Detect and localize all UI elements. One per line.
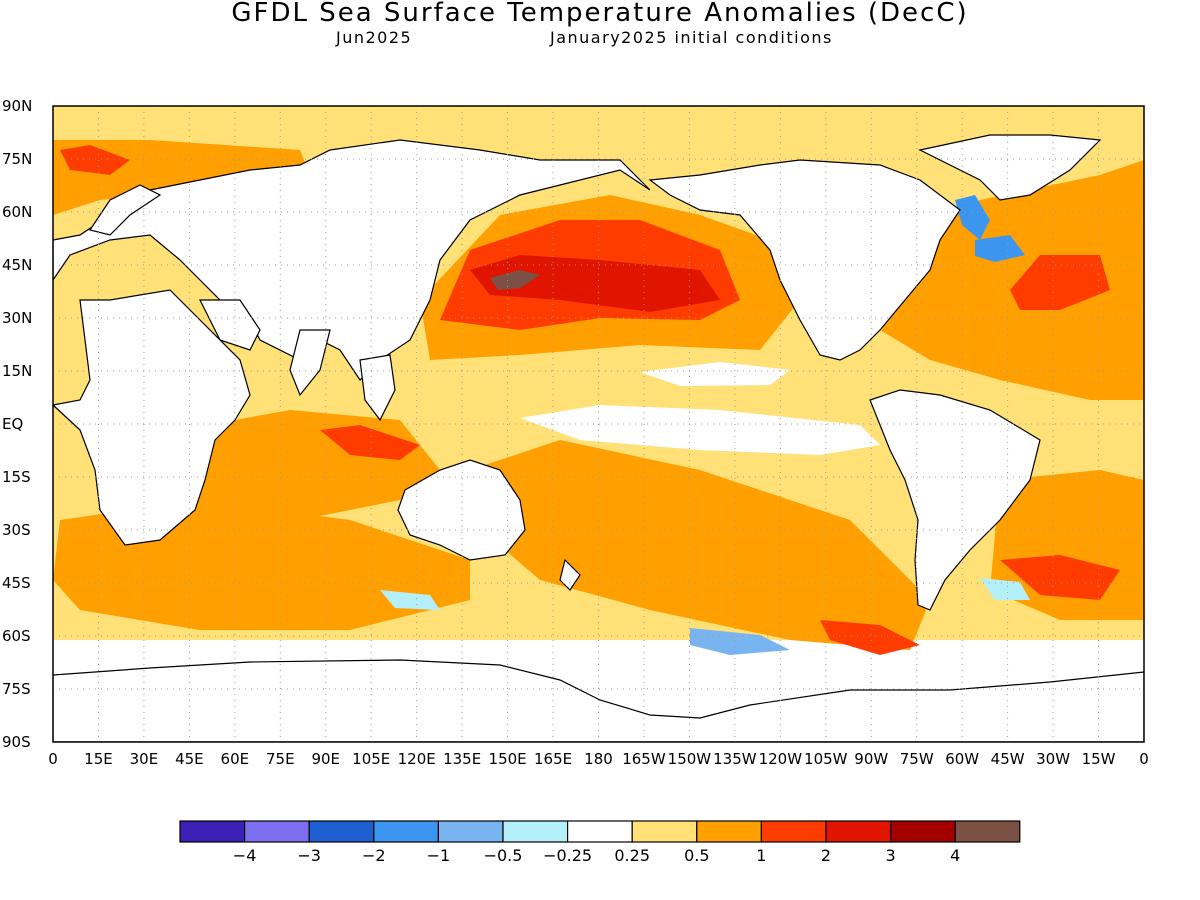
longitude-tick-label: 15E [84,750,113,768]
colorbar-tick-label: −4 [232,846,257,865]
longitude-tick-label: 105E [352,750,391,768]
southeast-asia-land [359,354,396,422]
latitude-tick-label: 45N [2,256,33,274]
colorbar-tick-label: −1 [426,846,451,865]
longitude-tick-label: 90E [311,750,341,768]
longitude-tick-label: 105W [804,750,848,768]
longitude-tick-label: 165E [533,750,573,768]
southern-indian-cool-patch [380,590,440,610]
colorbar-swatch [437,820,504,843]
longitude-tick-label: 120E [397,750,436,768]
colorbar-tick-label: 0.5 [684,846,710,865]
latitude-tick-label: EQ [2,415,24,433]
longitude-tick-label: 60E [220,750,250,768]
colorbar-swatch [308,820,375,843]
longitude-tick-label: 30E [129,750,159,768]
latitude-tick-label: 75N [2,150,33,168]
colorbar-tick-label: 3 [885,846,896,865]
colorbar [179,820,1021,843]
latitude-tick-label: 75S [2,680,31,698]
colorbar-swatch [566,820,633,843]
scandinavia-land [89,184,162,236]
north-america-land [648,159,961,361]
longitude-tick-label: 45E [175,750,204,768]
map-title: GFDL Sea Surface Temperature Anomalies (… [231,0,969,28]
colorbar-tick-label: 2 [820,846,832,865]
colorbar-tick-label: −0.5 [483,846,523,865]
longitude-tick-label: 60W [945,750,980,768]
south-atlantic-cool-patch [980,578,1030,600]
south-pacific-warm-band [470,440,930,650]
colorbar-swatch [244,820,310,843]
forecast-month: Jun2025 [336,28,413,47]
australia-land [397,459,526,561]
south-america-land [869,389,1041,611]
latitude-tick-label: 60S [2,627,31,645]
longitude-tick-label: 150E [488,750,527,768]
longitude-tick-label: 0 [48,750,58,768]
colorbar-swatch [502,820,569,843]
longitude-tick-label: 180 [584,750,613,768]
north-atlantic-strong-warm [1010,255,1110,310]
south-atlantic-strong-warm [1000,555,1120,600]
initial-conditions-label: January2025 initial conditions [550,28,833,47]
southern-ocean-cool-patch [690,628,790,655]
latitude-tick-label: 30S [2,521,31,539]
colorbar-swatch [179,820,246,843]
longitude-tick-label: 150W [667,750,712,768]
longitude-tick-label: 15W [1081,750,1116,768]
colorbar-swatch [373,820,439,843]
longitude-tick-label: 75E [265,750,295,768]
antarctica-land [53,659,1144,742]
colorbar-swatch [760,820,827,843]
kuroshio-extension-very-warm [470,255,720,312]
newfoundland-cool-anomaly [975,235,1025,262]
plot-frame [52,105,1145,743]
colorbar-swatch [954,820,1021,843]
japan-extreme-warm-patch [490,270,540,290]
latitude-tick-label: 60N [2,203,33,221]
indonesian-seas-strong-warm [320,425,420,460]
europe-asia-land [53,139,651,381]
longitude-tick-label: 45W [990,750,1025,768]
longitude-tick-label: 0 [1139,750,1149,768]
graticule [53,106,1144,742]
colorbar-tick-label: 4 [950,846,961,865]
colorbar-swatch [889,820,956,843]
longitude-tick-label: 90W [854,750,889,768]
colorbar-swatch [696,820,762,843]
longitude-tick-label: 135E [443,750,482,768]
colorbar-tick-label: −2 [362,846,386,865]
greenland-land [918,134,1102,201]
colorbar-tick-label: −0.25 [543,846,593,865]
longitude-tick-label: 165W [622,750,666,768]
longitude-tick-label: 30W [1036,750,1071,768]
colorbar-swatch [631,820,698,843]
africa-land [53,289,251,546]
india-land [289,329,331,397]
southern-ocean-strong-warm [820,620,920,655]
east-pacific-neutral-patch [640,362,790,386]
latitude-tick-label: 90N [2,97,33,115]
equatorial-pacific-neutral-tongue [520,405,880,455]
arabia-land [199,299,261,351]
latitude-tick-label: 15S [2,468,31,486]
longitude-tick-label: 120W [758,750,803,768]
land-masses [53,134,1144,742]
latitude-tick-label: 90S [2,733,31,751]
colorbar-tick-label: −3 [297,846,321,865]
arctic-strong-warm [60,145,130,175]
latitude-tick-label: 30N [2,309,33,327]
longitude-tick-label: 135W [713,750,757,768]
latitude-tick-label: 45S [2,574,31,592]
longitude-tick-label: 75W [899,750,934,768]
colorbar-tick-label: 1 [756,846,767,865]
latitude-tick-label: 15N [2,362,33,380]
colorbar-tick-label: 0.25 [614,846,650,865]
colorbar-swatch [825,820,892,843]
labrador-cool-anomaly [955,195,990,240]
